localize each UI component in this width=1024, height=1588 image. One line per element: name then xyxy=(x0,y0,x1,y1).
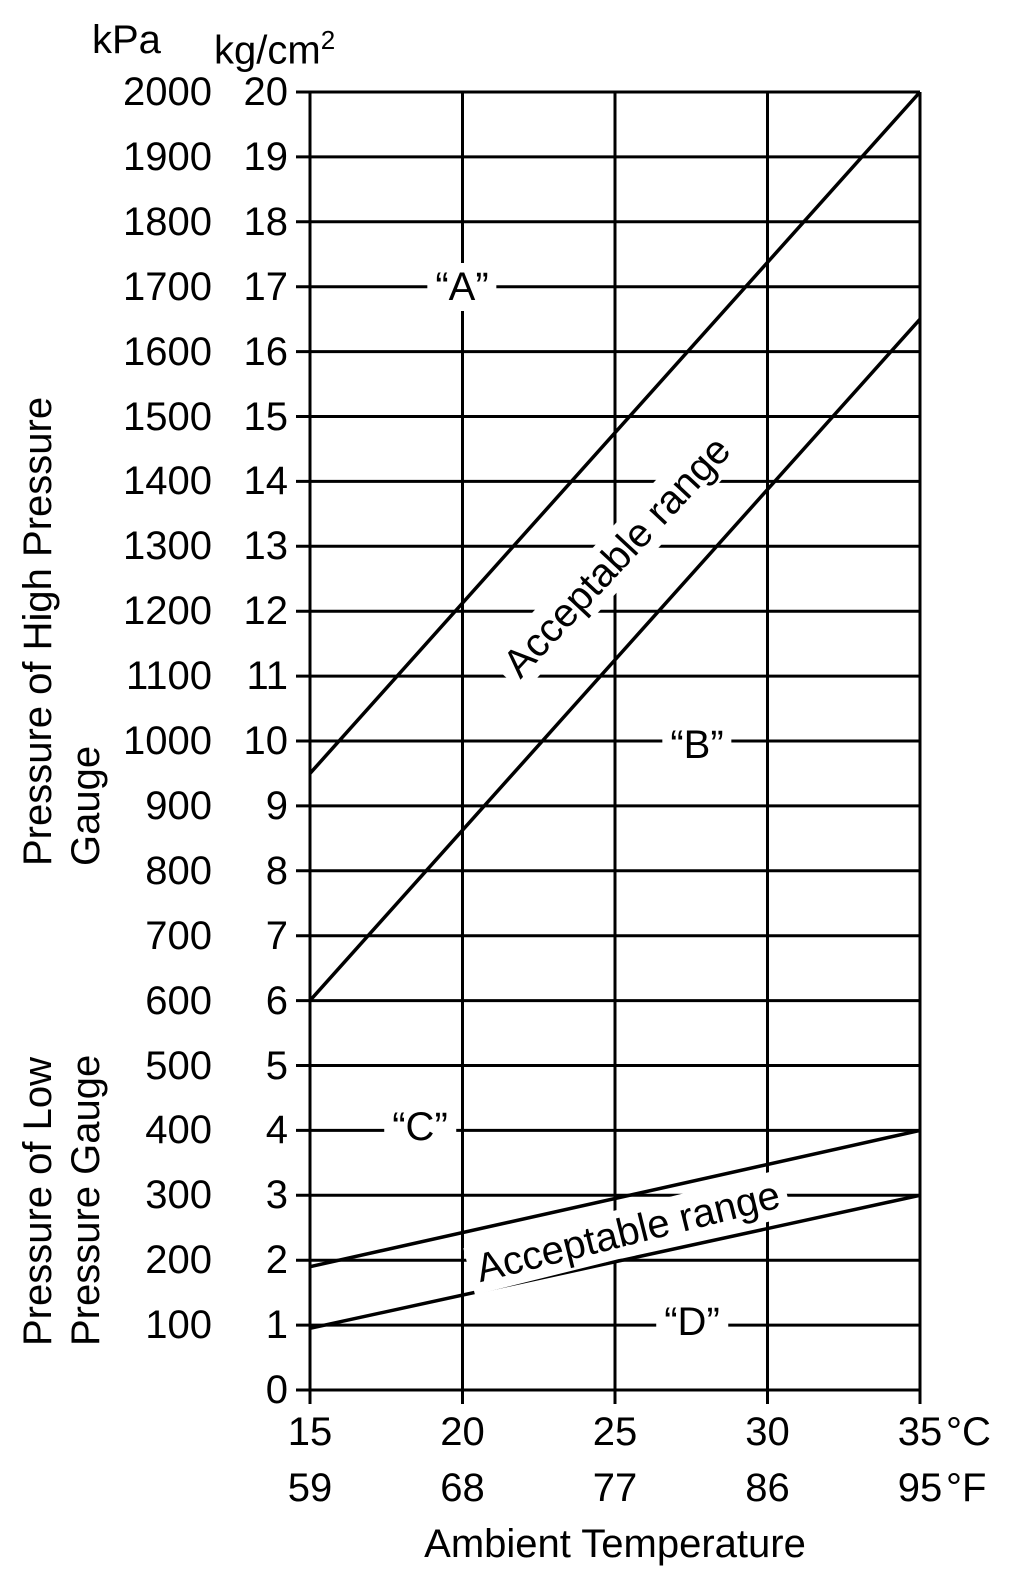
y-tick-kpa: 1300 xyxy=(123,524,212,569)
y-tick-kpa: 600 xyxy=(145,978,212,1023)
x-axis-title: Ambient Temperature xyxy=(424,1522,806,1566)
y-tick-kpa: 100 xyxy=(145,1303,212,1348)
y-tick-kgcm2: 7 xyxy=(265,913,288,958)
y-tick-kgcm2: 5 xyxy=(265,1043,288,1088)
x-tick-fahrenheit: 95 xyxy=(897,1466,943,1510)
x-tick-fahrenheit: 86 xyxy=(745,1466,790,1510)
y-tick-kpa: 800 xyxy=(145,848,212,893)
x-axis-unit-celsius: °C xyxy=(946,1410,991,1454)
y-tick-kgcm2: 12 xyxy=(243,589,289,634)
x-tick-celsius: 35 xyxy=(897,1410,943,1454)
series-line-B xyxy=(308,317,922,1002)
y-tick-kgcm2: 16 xyxy=(243,329,289,374)
series-line-D xyxy=(309,1193,921,1331)
y-tick-kgcm2: 1 xyxy=(265,1303,288,1348)
y-tick-kpa: 1200 xyxy=(123,589,212,634)
y-tick-kpa: 1600 xyxy=(123,329,212,374)
x-tick-celsius: 15 xyxy=(287,1410,333,1454)
y-tick-kpa: 500 xyxy=(145,1043,212,1088)
y-tick-kpa: 1000 xyxy=(123,719,212,763)
y-tick-kgcm2: 20 xyxy=(243,70,289,114)
x-tick-celsius: 20 xyxy=(440,1410,485,1454)
y-tick-kgcm2: 6 xyxy=(265,978,288,1023)
y-tick-kgcm2: 18 xyxy=(243,199,289,244)
x-tick-fahrenheit: 68 xyxy=(440,1466,485,1510)
y-tick-kgcm2: 3 xyxy=(265,1173,288,1218)
y-tick-kgcm2: 14 xyxy=(243,459,289,504)
y-tick-kpa: 200 xyxy=(145,1238,212,1283)
y-tick-kpa: 1800 xyxy=(123,199,212,244)
y-tick-kgcm2: 8 xyxy=(265,848,288,893)
y-tick-kgcm2: 11 xyxy=(246,654,288,699)
y-axis-label-low-pressure-line2: Pressure Gauge xyxy=(64,1054,108,1346)
y-tick-kgcm2: 4 xyxy=(265,1108,288,1153)
y-axis-label-low-pressure-line1: Pressure of Low xyxy=(16,1056,60,1346)
y-tick-kpa: 1500 xyxy=(123,394,212,439)
x-tick-celsius: 30 xyxy=(745,1410,790,1454)
y-tick-kgcm2: 19 xyxy=(243,134,289,179)
y-axis-unit-kgcm2: kg/cm2 xyxy=(214,16,335,74)
y-tick-kpa: 1700 xyxy=(123,264,212,309)
x-tick-fahrenheit: 59 xyxy=(287,1466,333,1510)
label-line-c: “C” xyxy=(384,1103,456,1151)
series-line-A xyxy=(308,90,922,775)
y-tick-kpa: 1900 xyxy=(123,134,212,179)
label-line-b: “B” xyxy=(662,721,732,769)
y-tick-kgcm2: 2 xyxy=(265,1238,288,1283)
x-tick-celsius: 25 xyxy=(592,1410,638,1454)
y-axis-label-high-pressure-line1: Pressure of High Pressure xyxy=(16,396,60,866)
y-axis-unit-kpa: kPa xyxy=(92,18,161,62)
y-tick-kpa: 1400 xyxy=(123,459,212,504)
y-tick-kpa: 700 xyxy=(145,913,212,958)
y-tick-kgcm2: 10 xyxy=(243,719,289,763)
y-tick-kpa: 2000 xyxy=(123,70,212,114)
y-tick-kpa: 900 xyxy=(145,783,212,828)
kgcm2-superscript: 2 xyxy=(320,25,336,55)
y-tick-kpa: 300 xyxy=(145,1173,212,1218)
y-tick-kgcm2: 9 xyxy=(265,783,288,828)
x-axis-unit-fahrenheit: °F xyxy=(946,1466,987,1510)
y-axis-label-high-pressure-line2: Gauge xyxy=(64,745,108,866)
y-tick-kgcm2: 15 xyxy=(243,394,289,439)
y-tick-kpa: 400 xyxy=(145,1108,212,1153)
y-tick-kgcm2: 0 xyxy=(265,1368,288,1412)
series-line-C xyxy=(309,1128,921,1269)
y-tick-kgcm2: 13 xyxy=(243,524,289,569)
y-tick-kgcm2: 17 xyxy=(243,264,289,309)
label-line-d: “D” xyxy=(656,1298,728,1346)
y-tick-kpa: 1100 xyxy=(125,654,212,699)
label-line-a: “A” xyxy=(427,263,497,311)
x-tick-fahrenheit: 77 xyxy=(592,1466,638,1510)
kgcm2-base: kg/cm xyxy=(214,28,321,73)
